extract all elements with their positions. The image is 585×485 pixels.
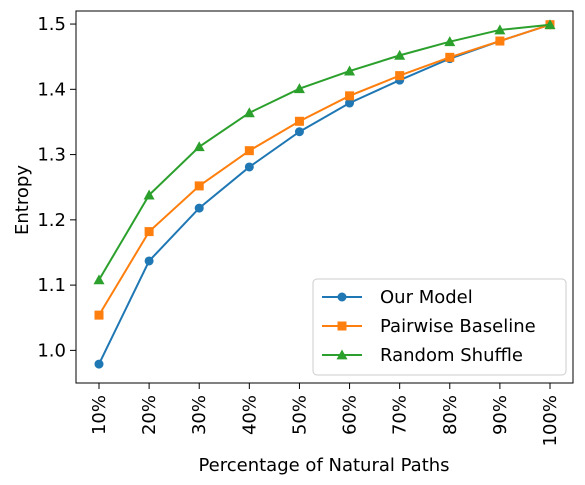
y-axis: 1.0 1.1 1.2 1.3 1.4 1.5 (37, 14, 76, 361)
x-tick-label: 20% (139, 395, 160, 435)
data-point-0 (244, 162, 254, 172)
legend-marker (337, 321, 347, 331)
x-axis: 10% 20% 30% 40% 50% 60% 70% 80% 90% 100% (89, 383, 561, 446)
data-point-2 (444, 36, 456, 47)
data-point-2 (544, 19, 556, 30)
x-axis-label: Percentage of Natural Paths (198, 455, 449, 476)
data-point-2 (494, 24, 506, 35)
legend-label: Random Shuffle (380, 345, 523, 366)
data-point-1 (395, 71, 405, 81)
data-point-2 (293, 83, 305, 94)
data-point-1 (495, 36, 505, 46)
legend-label: Pairwise Baseline (380, 316, 536, 337)
data-point-2 (93, 274, 105, 285)
x-tick-label: 100% (540, 395, 561, 446)
y-tick-label: 1.1 (37, 275, 66, 296)
y-tick-label: 1.5 (37, 14, 66, 35)
data-point-0 (294, 127, 304, 137)
plot-area (93, 19, 556, 369)
legend-marker (337, 292, 347, 302)
data-point-2 (193, 141, 205, 152)
plot-frame (75, 10, 574, 384)
data-point-2 (394, 49, 406, 60)
x-tick-label: 10% (89, 395, 110, 435)
y-tick-label: 1.2 (37, 210, 66, 231)
data-point-0 (144, 256, 154, 266)
data-point-0 (94, 359, 104, 369)
series-line-2 (98, 23, 551, 281)
data-point-1 (94, 310, 104, 320)
data-point-2 (243, 107, 255, 118)
data-point-1 (345, 91, 355, 101)
legend: Our Model Pairwise Baseline Random Shuffle (312, 278, 567, 376)
legend-marker (336, 349, 348, 360)
x-tick-label: 90% (490, 395, 511, 435)
x-tick-label: 40% (239, 395, 260, 435)
data-point-1 (294, 116, 304, 126)
data-point-1 (144, 227, 154, 237)
legend-label: Our Model (380, 287, 473, 308)
data-point-2 (344, 65, 356, 76)
y-tick-label: 1.3 (37, 145, 66, 166)
y-tick-label: 1.4 (37, 79, 66, 100)
y-tick-label: 1.0 (37, 340, 66, 361)
series-line-1 (98, 23, 551, 316)
data-point-1 (194, 181, 204, 191)
x-tick-label: 50% (289, 395, 310, 435)
x-tick-label: 30% (189, 395, 210, 435)
y-axis-label: Entropy (12, 165, 33, 235)
data-point-2 (143, 189, 155, 200)
x-tick-label: 80% (440, 395, 461, 435)
data-point-1 (244, 146, 254, 156)
data-point-0 (194, 203, 204, 213)
x-tick-label: 60% (340, 395, 361, 435)
x-tick-label: 70% (390, 395, 411, 435)
data-point-1 (445, 52, 455, 62)
legend-box (312, 278, 567, 376)
data-point-0 (345, 98, 355, 108)
